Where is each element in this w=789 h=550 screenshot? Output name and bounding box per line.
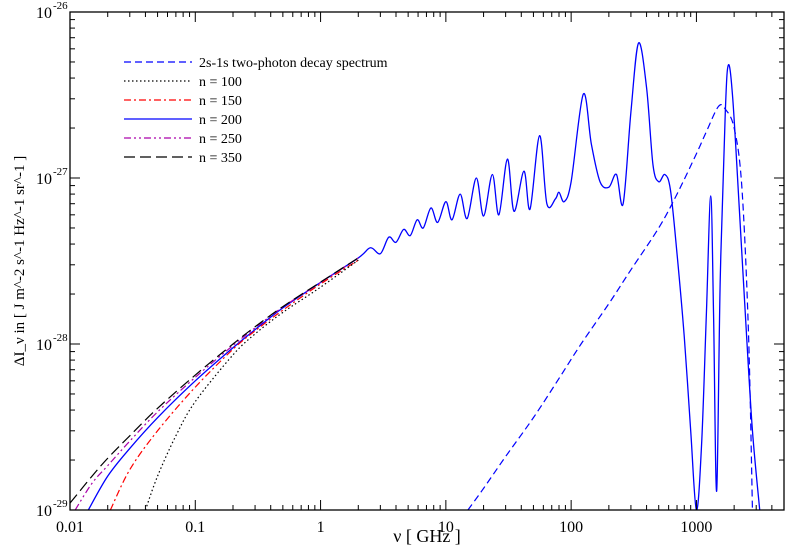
x-tick-label: 1000 <box>680 519 712 536</box>
legend-label-3: n = 200 <box>199 113 242 128</box>
series-line-0 <box>467 104 754 510</box>
x-tick-label: 10 <box>438 519 454 536</box>
x-axis-title: ν [ GHz ] <box>393 526 461 546</box>
x-tick-label: 100 <box>559 519 583 536</box>
y-tick-label: 10 <box>36 5 52 22</box>
y-tick-label-exponent: -27 <box>53 166 68 178</box>
series-line-4 <box>74 257 359 510</box>
plot-frame <box>69 11 785 511</box>
y-axis-title: ΔI_ν in [ J m^-2 s^-1 Hz^-1 sr^-1 ] <box>12 156 28 366</box>
y-tick-label-exponent: -29 <box>53 498 68 510</box>
y-tick-label-exponent: -26 <box>53 0 68 12</box>
series-line-5 <box>70 257 359 504</box>
series-line-1 <box>144 259 359 510</box>
legend: 2s-1s two-photon decay spectrum n = 100 n … <box>124 56 388 166</box>
legend-label-5: n = 350 <box>199 151 242 166</box>
series-line-2 <box>109 259 359 510</box>
legend-label-2: n = 150 <box>199 94 242 109</box>
y-tick-label: 10 <box>36 171 52 188</box>
y-tick-label: 10 <box>36 337 52 354</box>
series-layer <box>70 42 761 510</box>
x-tick-label: 0.01 <box>56 519 84 536</box>
legend-label-0: 2s-1s two-photon decay spectrum <box>199 56 388 71</box>
y-tick-label-exponent: -28 <box>53 332 68 344</box>
legend-label-4: n = 250 <box>199 132 242 147</box>
series-line-3 <box>87 42 761 510</box>
legend-label-1: n = 100 <box>199 75 242 90</box>
x-tick-label: 1 <box>317 519 325 536</box>
y-tick-label: 10 <box>36 503 52 520</box>
x-tick-label: 0.1 <box>185 519 205 536</box>
